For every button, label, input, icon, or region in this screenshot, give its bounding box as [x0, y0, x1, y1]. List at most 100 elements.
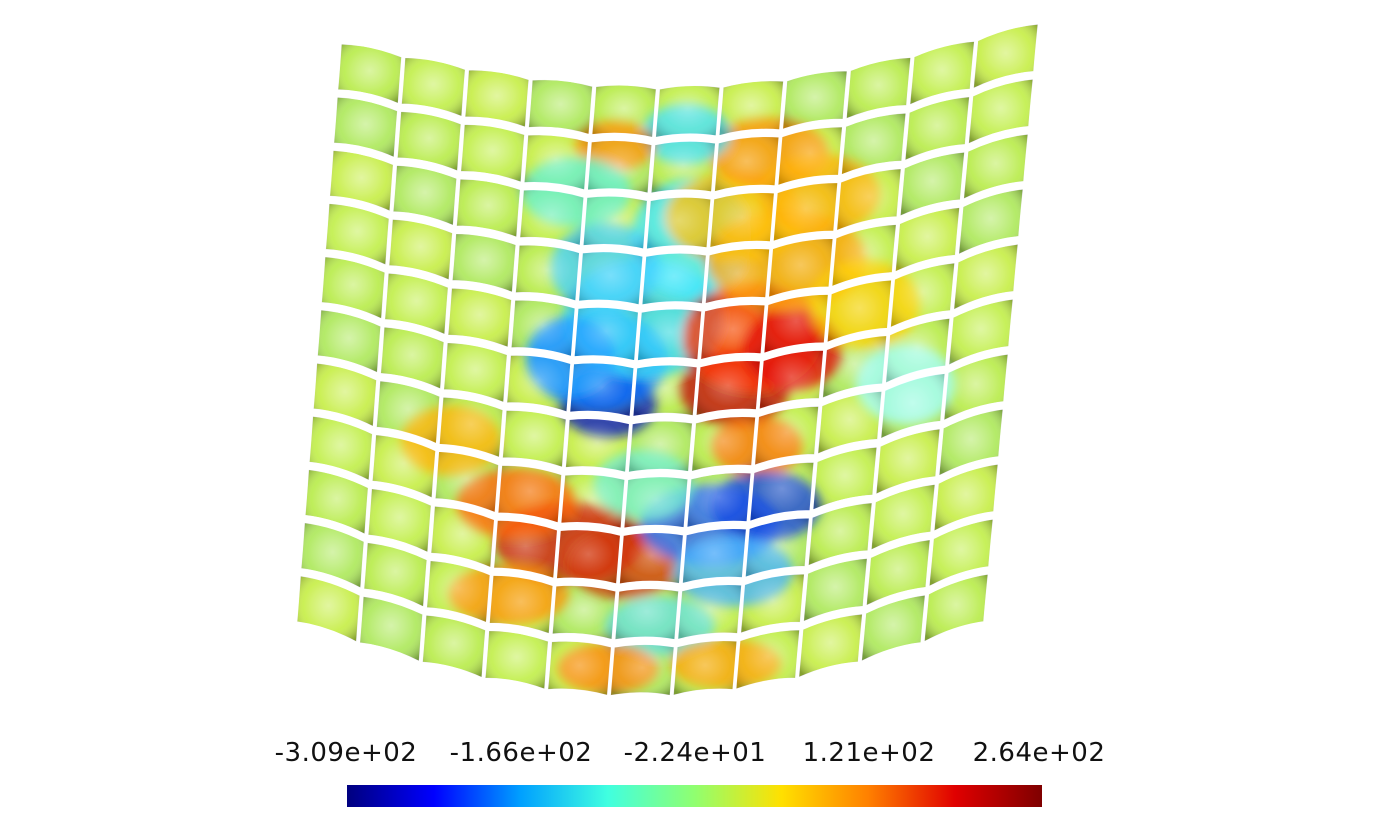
colorbar-tick-labels: -3.09e+02 -1.66e+02 -2.24e+01 1.21e+02 2… [270, 738, 1115, 778]
tile-highlight [514, 243, 581, 303]
tile-highlight [636, 307, 703, 362]
tile-highlight [864, 538, 932, 608]
tile-highlight [387, 217, 454, 282]
tile-highlight [758, 349, 825, 411]
tile-highlight [450, 232, 518, 294]
tile-highlight [568, 361, 636, 418]
tile-highlight [564, 417, 631, 474]
tile-highlight [825, 278, 893, 344]
tile-highlight [446, 286, 513, 349]
tile-highlight [699, 303, 767, 361]
tile-highlight [811, 445, 879, 512]
tile-highlight [518, 188, 586, 247]
tile-highlight [400, 56, 467, 119]
tile-highlight [631, 363, 699, 418]
tile-highlight [937, 407, 1005, 478]
tile-highlight [550, 584, 618, 641]
tile-highlight [395, 110, 463, 173]
tile-highlight [581, 195, 649, 251]
tile-highlight [555, 528, 622, 586]
tile-highlight [972, 22, 1040, 91]
tile-highlight [962, 132, 1030, 201]
tile-highlight [463, 68, 531, 129]
tile-highlight [952, 242, 1020, 312]
tile-highlight [328, 149, 395, 213]
tile-highlight [884, 316, 952, 385]
tile-highlight [748, 461, 816, 523]
tile-highlight [324, 202, 391, 267]
tile-highlight [307, 414, 374, 483]
tile-highlight [421, 613, 487, 680]
tile-highlight [573, 306, 640, 362]
tile-highlight [942, 352, 1010, 423]
tile-highlight [908, 40, 976, 107]
tile-highlight [577, 250, 645, 307]
tile-highlight [613, 587, 680, 642]
tile-highlight [704, 247, 771, 306]
tile-highlight [967, 77, 1035, 146]
tile-highlight [776, 125, 844, 187]
tile-highlight [320, 255, 387, 321]
tile-highlight [772, 181, 839, 243]
colorbar-tick-label-mid: -2.24e+01 [623, 738, 767, 768]
tile-highlight [649, 140, 717, 195]
tile-highlight [433, 450, 500, 515]
tile-highlight [806, 501, 874, 568]
tile-highlight [767, 237, 835, 299]
tile-highlight [922, 572, 990, 644]
tile-highlight [299, 521, 366, 590]
tile-highlight [438, 395, 505, 460]
tile-highlight [459, 123, 526, 184]
tile-highlight [383, 271, 450, 337]
tile-highlight [947, 297, 1015, 368]
tile-highlight [734, 628, 801, 691]
tile-highlight [336, 42, 404, 106]
tile-highlight [879, 372, 947, 441]
tile-highlight [505, 353, 572, 414]
tile-highlight [840, 111, 908, 177]
tile-highlight [743, 516, 811, 579]
tile-highlight [429, 504, 496, 570]
tile-highlight [362, 541, 429, 609]
tile-highlight [609, 643, 676, 697]
tile-highlight [690, 415, 757, 473]
tile-highlight [375, 379, 442, 446]
tile-highlight [645, 196, 713, 251]
tile-highlight [522, 133, 590, 192]
tile-highlight [546, 639, 613, 697]
tile-highlight [694, 359, 762, 417]
tile-highlight [455, 177, 522, 239]
tile-highlight [590, 83, 658, 139]
tile-highlight [957, 187, 1025, 257]
tile-highlight [874, 427, 942, 497]
tile-highlight [835, 167, 903, 233]
colorbar-tick-label-max: 2.64e+02 [972, 738, 1106, 768]
tile-highlight [676, 583, 743, 641]
tile-highlight [442, 341, 509, 404]
tile-highlight [830, 223, 898, 289]
tile-highlight [713, 135, 781, 194]
tile-highlight [295, 574, 362, 644]
tile-highlight [821, 334, 888, 400]
tile-highlight [717, 79, 785, 138]
tile-highlight [685, 471, 753, 529]
tile-highlight-layer [295, 22, 1040, 697]
tile-highlight [303, 468, 370, 537]
tile-highlight [488, 574, 555, 636]
tile-highlight [844, 56, 913, 121]
tile-highlight [903, 95, 971, 163]
tile-highlight [332, 95, 399, 160]
tile-highlight [932, 462, 1000, 534]
tile-highlight [509, 298, 577, 358]
tile-highlight [762, 293, 830, 355]
tile-highlight [370, 433, 437, 500]
tile-highlight [781, 69, 849, 131]
tile-highlight [425, 559, 492, 625]
tile-highlight [492, 519, 559, 580]
tile-highlight [379, 325, 446, 391]
colorbar-tick-label-min: -3.09e+02 [274, 738, 418, 768]
tile-highlight [654, 84, 722, 139]
tile-highlight [927, 517, 995, 589]
tile-highlight [869, 482, 937, 552]
tile-highlight [898, 150, 966, 218]
